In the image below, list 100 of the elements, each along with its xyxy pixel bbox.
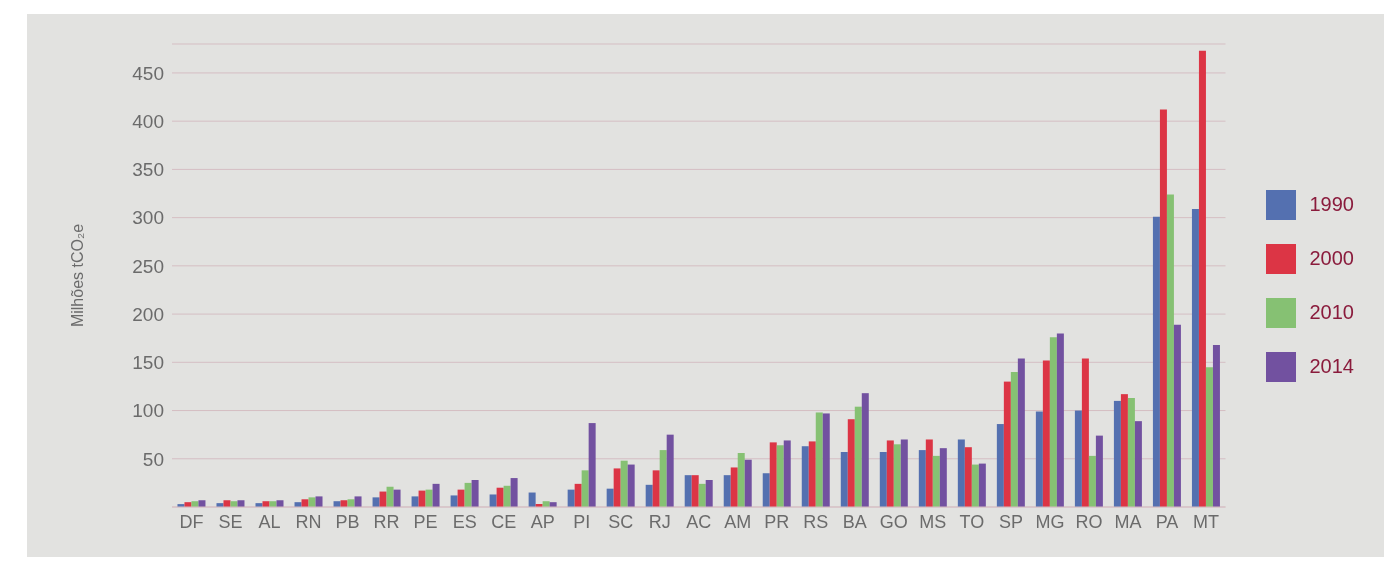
- x-tick-label: RR: [373, 511, 400, 532]
- bar: [1074, 410, 1082, 507]
- bar: [723, 475, 731, 507]
- bar: [432, 483, 440, 507]
- x-tick-label: AM: [724, 511, 752, 532]
- y-tick-label: 250: [132, 255, 164, 277]
- bar: [932, 455, 940, 507]
- y-tick-label: 50: [142, 448, 164, 470]
- bar: [1212, 344, 1220, 507]
- bar: [471, 479, 479, 507]
- bar: [1035, 411, 1043, 507]
- bar: [372, 497, 380, 507]
- bar: [847, 419, 855, 507]
- x-tick-label: PI: [573, 511, 591, 532]
- x-tick-label: MG: [1035, 511, 1065, 532]
- bar: [698, 483, 706, 507]
- bar: [627, 464, 635, 507]
- bar: [418, 490, 426, 507]
- x-tick-label: AC: [686, 511, 712, 532]
- legend-label: 2010: [1309, 301, 1354, 324]
- bar: [730, 467, 738, 507]
- bar: [613, 468, 621, 507]
- bar: [301, 499, 309, 507]
- bar: [705, 479, 713, 507]
- bar: [1166, 194, 1174, 507]
- bar: [996, 424, 1004, 507]
- bar: [645, 484, 653, 507]
- bar: [801, 446, 809, 507]
- x-tick-label: BA: [842, 511, 867, 532]
- bar: [1113, 400, 1121, 507]
- y-tick-label: 100: [132, 400, 164, 422]
- bar: [620, 460, 628, 507]
- bar: [567, 489, 575, 507]
- bar: [1173, 324, 1181, 507]
- x-tick-label: DF: [179, 511, 204, 532]
- bar: [1010, 371, 1018, 507]
- bar: [783, 440, 791, 507]
- bar: [762, 473, 770, 507]
- bar: [386, 486, 394, 507]
- bar: [1191, 208, 1199, 507]
- bar: [652, 470, 660, 507]
- bar: [1081, 358, 1089, 507]
- x-tick-label: PB: [335, 511, 360, 532]
- y-tick-label: 200: [132, 303, 164, 325]
- x-tick-label: SE: [218, 511, 243, 532]
- x-tick-label: RO: [1075, 511, 1103, 532]
- bar: [1159, 109, 1167, 507]
- bar: [588, 423, 596, 507]
- x-tick-label: GO: [879, 511, 908, 532]
- bar: [1205, 367, 1213, 507]
- bar: [308, 497, 316, 507]
- bar: [939, 448, 947, 507]
- bar: [684, 475, 692, 507]
- bar: [1120, 394, 1128, 507]
- bar: [411, 496, 419, 507]
- bar: [1127, 398, 1135, 507]
- x-tick-label: PA: [1155, 511, 1179, 532]
- x-tick-label: MT: [1192, 511, 1219, 532]
- bar: [744, 459, 752, 507]
- bar: [315, 496, 323, 507]
- bar: [1056, 333, 1064, 507]
- bar: [503, 485, 511, 507]
- bar: [879, 452, 887, 507]
- bar: [1095, 435, 1103, 507]
- x-tick-label: SC: [608, 511, 634, 532]
- bar: [528, 492, 536, 507]
- y-tick-label: 300: [132, 207, 164, 229]
- bar: [822, 413, 830, 507]
- bar: [776, 445, 784, 507]
- bar: [957, 439, 965, 507]
- x-tick-label: RN: [295, 511, 322, 532]
- bar: [918, 450, 926, 507]
- bar: [666, 434, 674, 507]
- x-tick-label: CE: [491, 511, 517, 532]
- bar: [691, 475, 699, 507]
- x-tick-label: TO: [959, 511, 985, 532]
- bar: [1134, 421, 1142, 507]
- x-tick-label: ES: [452, 511, 477, 532]
- y-tick-label: 350: [132, 159, 164, 181]
- bar: [893, 444, 901, 507]
- y-tick-label: 400: [132, 110, 164, 132]
- x-tick-label: AL: [258, 511, 281, 532]
- bar: [347, 499, 355, 507]
- bar: [861, 393, 869, 507]
- bar: [978, 463, 986, 507]
- bar: [840, 452, 848, 507]
- x-tick-label: MS: [919, 511, 947, 532]
- legend-label: 1990: [1309, 193, 1354, 216]
- bar: [854, 406, 862, 507]
- bar: [510, 478, 518, 507]
- bar: [964, 447, 972, 507]
- bar: [393, 489, 401, 507]
- bar: [1198, 50, 1206, 507]
- bar: [925, 439, 933, 507]
- bar: [1017, 358, 1025, 507]
- bar: [900, 439, 908, 507]
- bar: [379, 491, 387, 507]
- bar: [886, 440, 894, 507]
- bar: [425, 489, 433, 507]
- x-tick-label: RJ: [648, 511, 671, 532]
